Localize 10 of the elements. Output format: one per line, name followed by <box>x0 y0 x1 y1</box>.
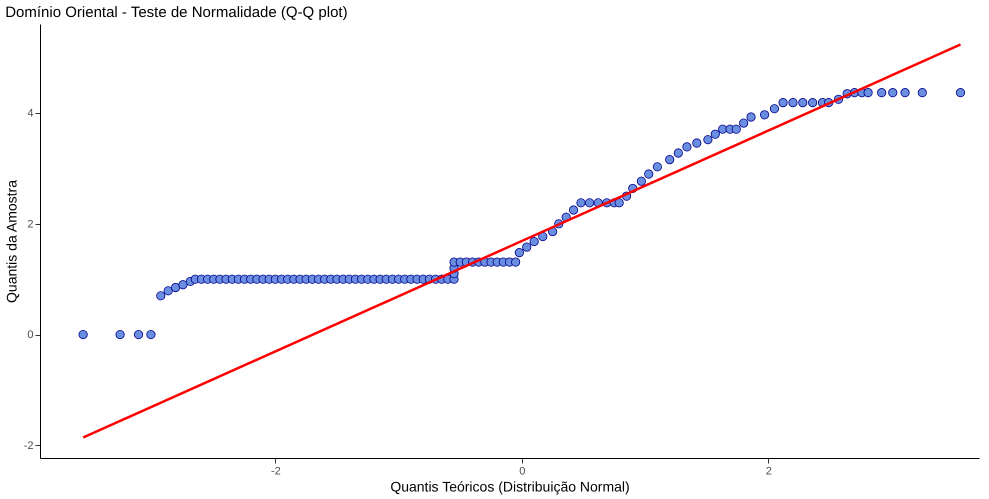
x-tick-label: 2 <box>766 466 772 478</box>
y-tick-label: 0 <box>27 329 34 342</box>
x-tick-label: -2 <box>270 466 281 478</box>
x-axis-title: Quantis Teóricos (Distribuição Normal) <box>390 478 630 494</box>
y-tick-label: 4 <box>27 108 34 120</box>
chart-title: Domínio Oriental - Teste de Normalidade (Q-Q plot) <box>5 4 348 21</box>
y-tick-label: 2 <box>27 218 34 230</box>
y-tick-label: -2 <box>24 440 34 452</box>
y-axis-title: Quantis da Amostra <box>4 180 20 303</box>
x-tick-label: 0 <box>519 466 526 478</box>
